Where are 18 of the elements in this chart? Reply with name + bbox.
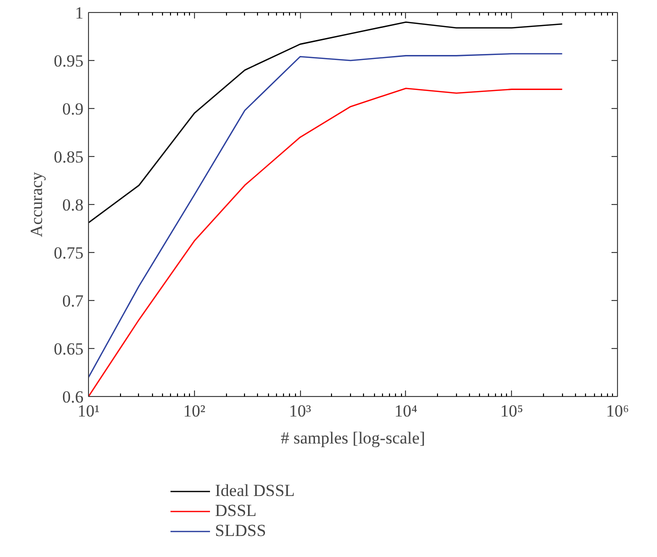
y-tick-label: 0.8 — [62, 196, 84, 214]
legend-label: Ideal DSSL — [215, 481, 295, 501]
y-tick-label: 0.85 — [54, 148, 84, 166]
legend-label: SLDSS — [215, 521, 266, 541]
x-tick-label: 10⁴ — [394, 402, 418, 420]
y-tick-label: 0.95 — [54, 52, 84, 70]
x-tick-label: 10² — [183, 402, 206, 420]
x-tick-label: 10³ — [289, 402, 312, 420]
x-tick-label: 10⁶ — [606, 402, 630, 420]
x-axis-title: # samples [log-scale] — [280, 428, 426, 448]
x-tick-label: 10⁵ — [500, 402, 524, 420]
legend-label: DSSL — [215, 501, 257, 521]
y-tick-label: 0.9 — [62, 100, 84, 118]
y-tick-label: 0.65 — [54, 340, 84, 358]
y-tick-label: 1 — [75, 4, 84, 22]
y-axis-title: Accuracy — [26, 171, 46, 238]
y-tick-label: 0.7 — [62, 292, 84, 310]
y-tick-label: 0.75 — [54, 244, 84, 262]
